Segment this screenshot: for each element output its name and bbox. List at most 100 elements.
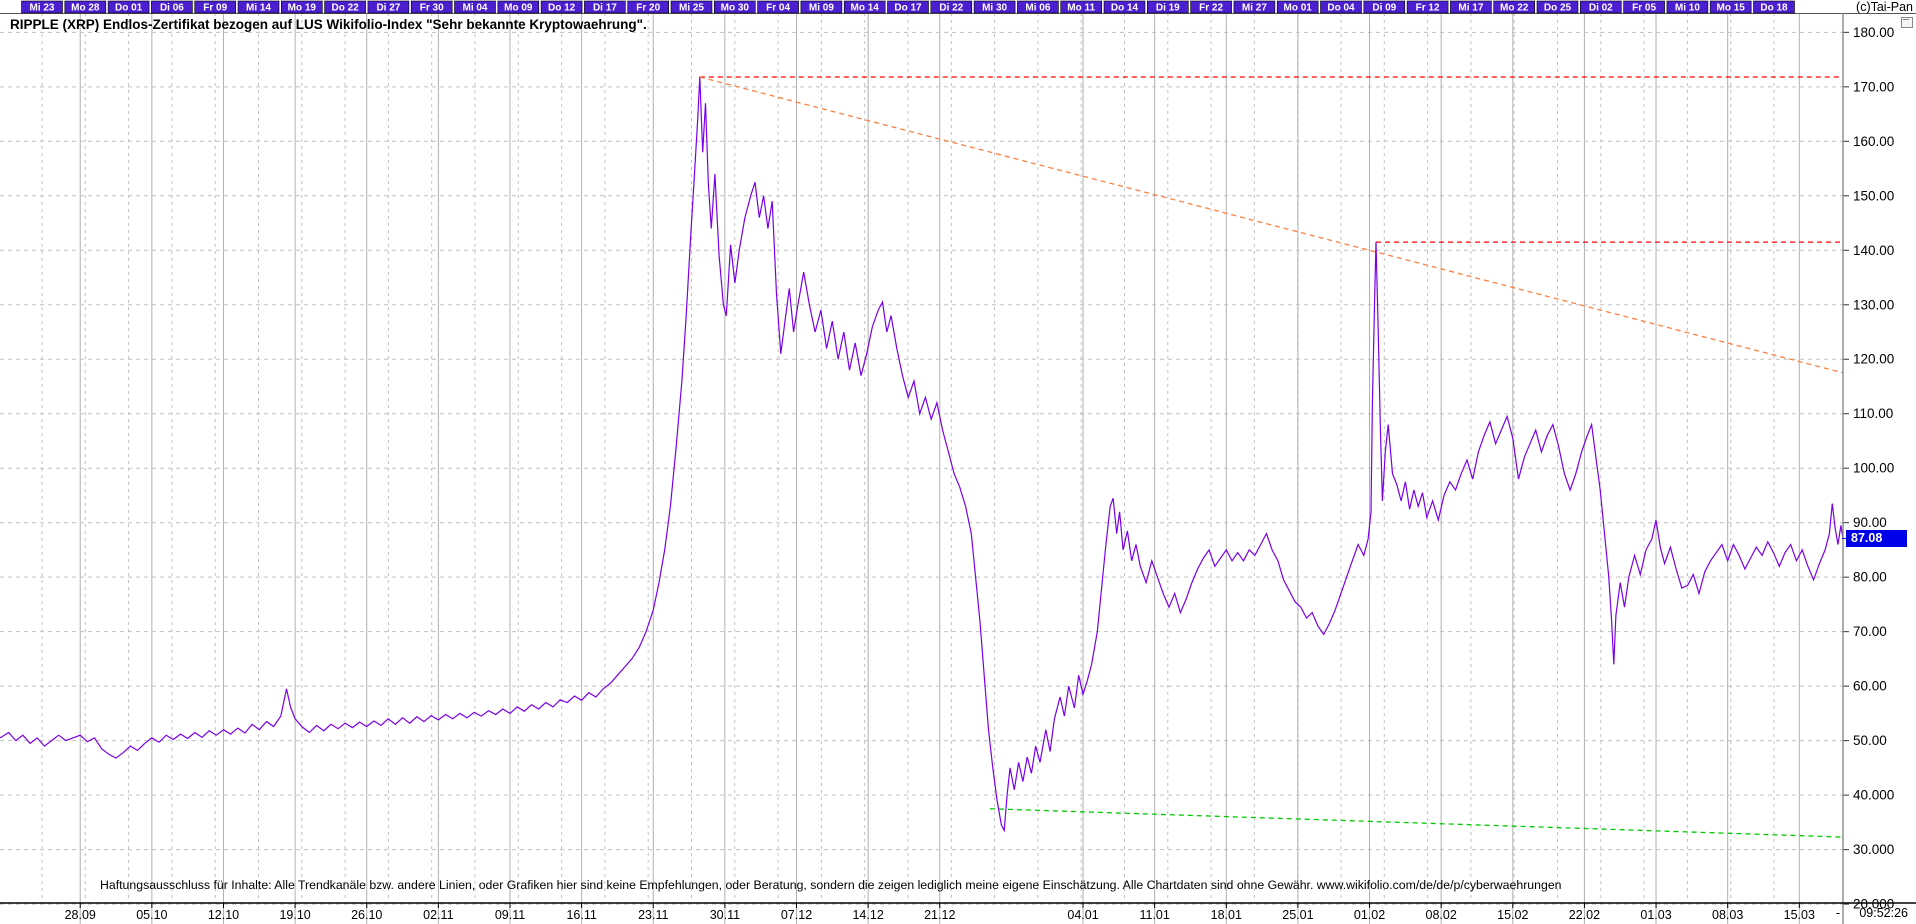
top-date-label: Mo 30 bbox=[721, 3, 750, 14]
top-date-box bbox=[930, 0, 973, 14]
descending-trend-line bbox=[699, 76, 1844, 374]
top-date-box bbox=[1276, 0, 1319, 14]
top-date-label: Di 22 bbox=[939, 3, 963, 14]
top-date-label: Mo 22 bbox=[1500, 3, 1529, 14]
taipan-copyright-label: (c)Tai-Pan bbox=[1856, 0, 1913, 14]
week-date-label: 08.03 bbox=[1712, 908, 1743, 922]
top-date-label: Di 02 bbox=[1589, 3, 1613, 14]
top-date-box bbox=[1103, 0, 1146, 14]
disclaimer-text: Haftungsausschluss für Inhalte: Alle Tre… bbox=[100, 878, 1562, 892]
price-axis-label: 120.00 bbox=[1853, 352, 1894, 367]
week-date-label: 09.11 bbox=[495, 908, 525, 922]
support-low-line bbox=[989, 808, 1844, 838]
top-date-label: Mo 01 bbox=[1284, 3, 1313, 14]
price-axis-label: 60.00 bbox=[1853, 679, 1887, 694]
price-axis-label: 110.00 bbox=[1853, 406, 1893, 421]
top-date-label: Do 18 bbox=[1760, 3, 1788, 14]
top-date-label: Do 01 bbox=[115, 3, 143, 14]
top-date-label: Do 04 bbox=[1327, 3, 1355, 14]
top-date-box bbox=[843, 0, 886, 14]
price-axis-label: 30.000 bbox=[1853, 842, 1894, 857]
top-date-label: Di 06 bbox=[160, 3, 184, 14]
price-axis-label: 170.00 bbox=[1853, 79, 1894, 94]
top-date-label: Do 22 bbox=[331, 3, 359, 14]
week-date-label: 18.01 bbox=[1211, 908, 1242, 922]
top-date-label: Di 17 bbox=[593, 3, 617, 14]
top-date-box bbox=[1406, 0, 1449, 14]
top-date-box bbox=[584, 0, 626, 14]
week-date-label: 28.09 bbox=[65, 908, 96, 922]
top-date-box bbox=[1060, 0, 1102, 14]
top-date-label: Fr 05 bbox=[1632, 3, 1656, 14]
top-date-box bbox=[1493, 0, 1535, 14]
week-date-label: 02.11 bbox=[423, 908, 453, 922]
top-date-box bbox=[324, 0, 366, 14]
price-axis-label: 130.00 bbox=[1853, 297, 1894, 312]
top-date-box bbox=[64, 0, 107, 14]
price-axis-label: 70.00 bbox=[1853, 624, 1887, 639]
week-date-label: 19.10 bbox=[279, 908, 310, 922]
week-date-label: 15.03 bbox=[1784, 908, 1815, 922]
top-date-box bbox=[1623, 0, 1665, 14]
price-axis-label: 50.00 bbox=[1853, 733, 1887, 748]
top-date-label: Mi 25 bbox=[679, 3, 704, 14]
week-date-label: 16.11 bbox=[566, 908, 596, 922]
top-date-label: Mo 14 bbox=[851, 3, 880, 14]
price-axis-label: 80.00 bbox=[1853, 570, 1887, 585]
top-date-label: Mi 30 bbox=[982, 3, 1007, 14]
week-date-label: 15.02 bbox=[1497, 908, 1528, 922]
top-date-box bbox=[670, 0, 713, 14]
week-date-label: 21.12 bbox=[924, 908, 955, 922]
week-date-label: 05.10 bbox=[136, 908, 167, 922]
top-date-box bbox=[627, 0, 670, 14]
week-date-label: 11.01 bbox=[1139, 908, 1169, 922]
top-date-box bbox=[107, 0, 150, 14]
price-axis-label: 100.00 bbox=[1853, 461, 1894, 476]
week-date-label: 22.02 bbox=[1569, 908, 1600, 922]
top-date-label: Mo 09 bbox=[504, 3, 533, 14]
price-axis-label: 140.00 bbox=[1853, 243, 1894, 258]
week-date-label: 01.02 bbox=[1354, 908, 1385, 922]
top-date-label: Mi 04 bbox=[462, 3, 487, 14]
status-clock: 09:52:26 bbox=[1859, 906, 1908, 920]
chart-title: RIPPLE (XRP) Endlos-Zertifikat bezogen a… bbox=[10, 17, 647, 32]
top-date-box bbox=[887, 0, 929, 14]
top-date-label: Do 25 bbox=[1544, 3, 1572, 14]
top-date-box bbox=[237, 0, 280, 14]
top-date-box bbox=[1450, 0, 1492, 14]
last-price-badge: 87.08 bbox=[1842, 530, 1907, 547]
top-date-label: Mi 14 bbox=[246, 3, 271, 14]
top-date-label: Mi 17 bbox=[1458, 3, 1483, 14]
top-date-label: Fr 12 bbox=[1416, 3, 1440, 14]
price-line-series bbox=[0, 76, 1844, 833]
top-date-box bbox=[280, 0, 323, 14]
price-axis-label: 90.00 bbox=[1853, 515, 1887, 530]
window-minimize-icon[interactable] bbox=[1901, 17, 1913, 28]
week-date-label: 23.11 bbox=[638, 908, 668, 922]
top-date-box bbox=[367, 0, 410, 14]
week-date-label: 08.02 bbox=[1426, 908, 1457, 922]
top-date-label: Di 09 bbox=[1372, 3, 1396, 14]
top-date-label: Mi 09 bbox=[809, 3, 834, 14]
week-date-label: 01.03 bbox=[1640, 908, 1671, 922]
top-date-box bbox=[973, 0, 1016, 14]
top-date-box bbox=[1363, 0, 1406, 14]
top-date-label: Di 27 bbox=[376, 3, 400, 14]
top-date-box bbox=[800, 0, 843, 14]
axis-end-dash: - bbox=[1835, 906, 1840, 920]
top-date-box bbox=[540, 0, 583, 14]
top-date-box bbox=[1666, 0, 1709, 14]
top-date-label: Di 19 bbox=[1156, 3, 1180, 14]
top-date-box bbox=[1753, 0, 1795, 14]
week-date-label: 26.10 bbox=[351, 908, 382, 922]
top-date-box bbox=[1536, 0, 1579, 14]
top-date-box bbox=[497, 0, 540, 14]
top-date-box bbox=[757, 0, 799, 14]
top-date-label: Mo 28 bbox=[71, 3, 100, 14]
top-date-label: Mi 27 bbox=[1242, 3, 1267, 14]
top-date-box bbox=[1320, 0, 1362, 14]
top-date-box bbox=[1709, 0, 1752, 14]
price-axis-label: 20.000 bbox=[1853, 897, 1894, 912]
